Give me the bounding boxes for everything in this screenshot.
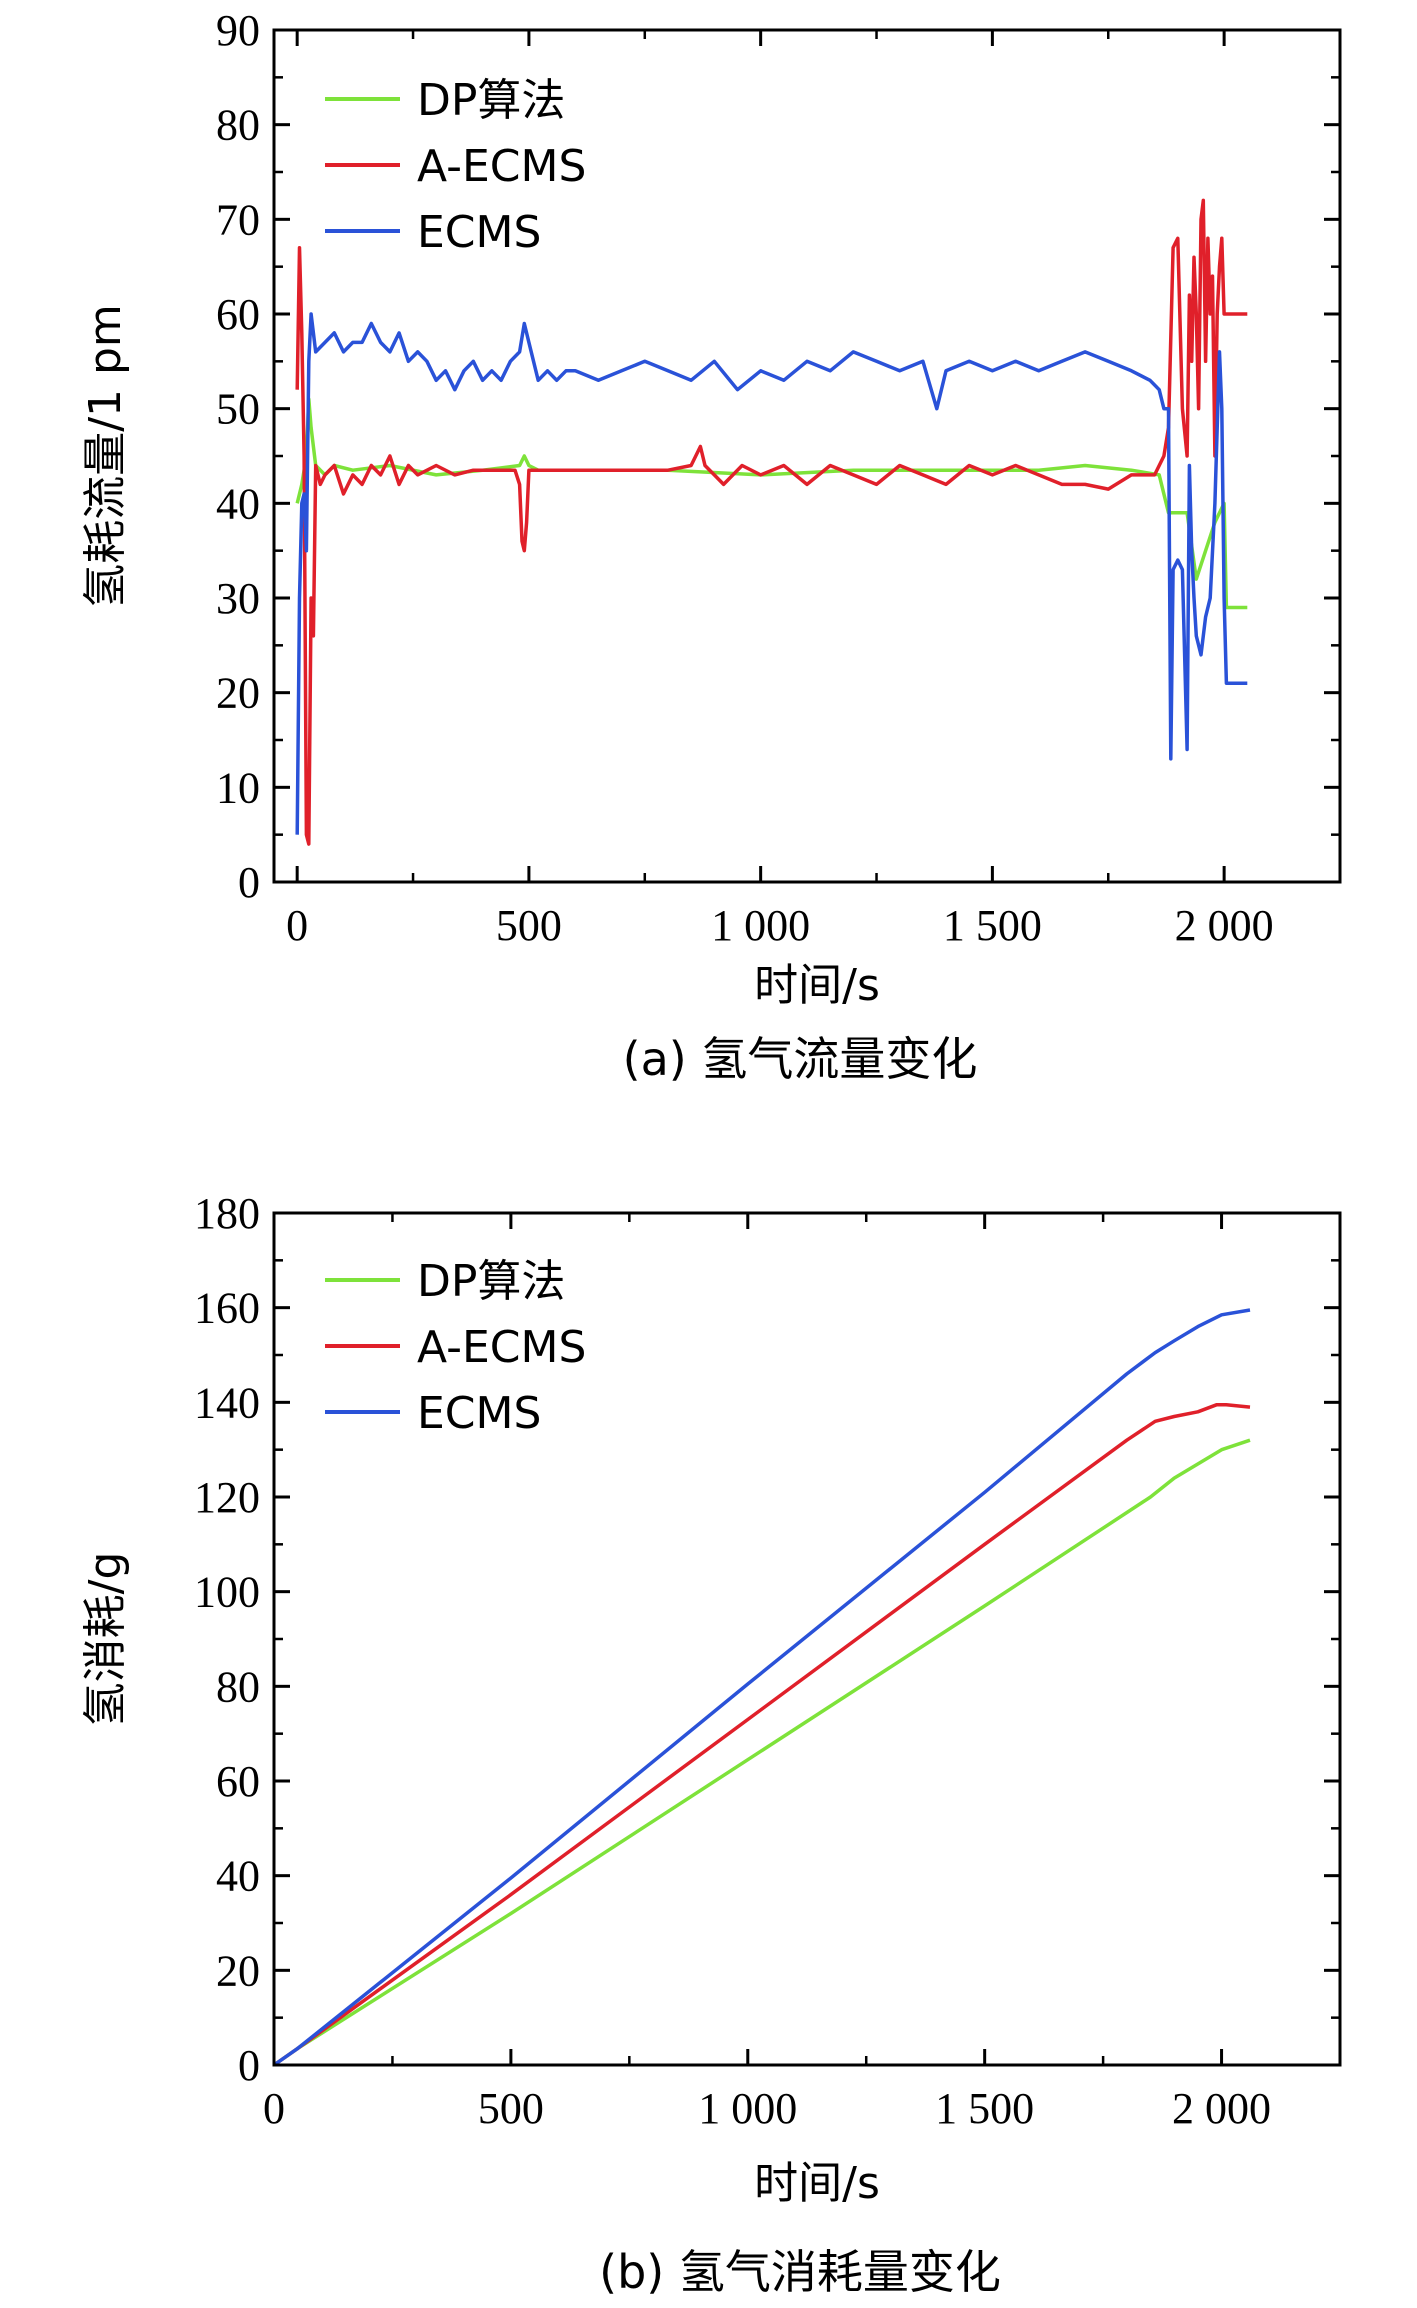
series-line-a-ecms (272, 1402, 1251, 2067)
legend-label-dp: DP算法 (417, 75, 565, 126)
y-tick-label: 100 (194, 1568, 260, 1617)
y-axis-label: 氢消耗/g (80, 1552, 131, 1727)
x-tick-label: 1 500 (943, 901, 1042, 950)
x-tick-label: 1 500 (935, 2084, 1034, 2133)
x-tick-label: 2 000 (1175, 901, 1274, 950)
y-tick-label: 70 (216, 195, 260, 244)
y-tick-label: 180 (194, 1189, 260, 1238)
y-tick-label: 160 (194, 1284, 260, 1333)
x-tick-label: 1 000 (698, 2084, 797, 2133)
y-tick-label: 140 (194, 1378, 260, 1427)
y-tick-label: 0 (238, 858, 260, 907)
y-tick-label: 80 (216, 1662, 260, 1711)
y-tick-label: 30 (216, 574, 260, 623)
series-line-ecms (272, 1308, 1251, 2067)
x-tick-label: 2 000 (1172, 2084, 1271, 2133)
series-line-dp (295, 397, 1248, 610)
y-tick-label: 0 (238, 2041, 260, 2090)
legend-label-ecms: ECMS (417, 1388, 541, 1439)
chart-b: 0 20 40 60 80 100 120 140 160 180 0 500 1 000 1 500 2 … (80, 1189, 1342, 2299)
legend-label-dp: DP算法 (417, 1256, 565, 1307)
y-tick-label: 20 (216, 669, 260, 718)
x-tick-label: 0 (263, 2084, 285, 2133)
chart-a: 0 10 20 30 40 50 60 70 80 90 0 500 1 000 1 500 2 000 时间… (80, 6, 1342, 1086)
series-line-a-ecms (295, 198, 1248, 846)
x-tick-label: 500 (496, 901, 562, 950)
y-tick-label: 120 (194, 1473, 260, 1522)
chart-caption: (a) 氢气流量变化 (623, 1032, 978, 1086)
x-tick-label: 500 (478, 2084, 544, 2133)
y-tick-label: 60 (216, 1757, 260, 1806)
chart-caption: (b) 氢气消耗量变化 (599, 2245, 1001, 2299)
y-axis-label: 氢耗流量/1 pm (80, 304, 131, 608)
y-tick-label: 80 (216, 101, 260, 150)
legend-label-a-ecms: A-ECMS (417, 1322, 586, 1373)
y-tick-label: 40 (216, 1852, 260, 1901)
y-tick-label: 60 (216, 290, 260, 339)
series-line-dp (272, 1438, 1251, 2067)
x-tick-label: 0 (286, 901, 308, 950)
y-tick-label: 40 (216, 479, 260, 528)
x-tick-label: 1 000 (711, 901, 810, 950)
y-tick-label: 10 (216, 763, 260, 812)
legend-label-ecms: ECMS (417, 207, 541, 258)
x-axis-label: 时间/s (754, 2158, 880, 2209)
y-tick-label: 50 (216, 385, 260, 434)
y-tick-label: 20 (216, 1946, 260, 1995)
y-tick-label: 90 (216, 6, 260, 55)
x-axis-label: 时间/s (754, 960, 880, 1011)
series-line-ecms (295, 312, 1248, 835)
legend-label-a-ecms: A-ECMS (417, 141, 586, 192)
